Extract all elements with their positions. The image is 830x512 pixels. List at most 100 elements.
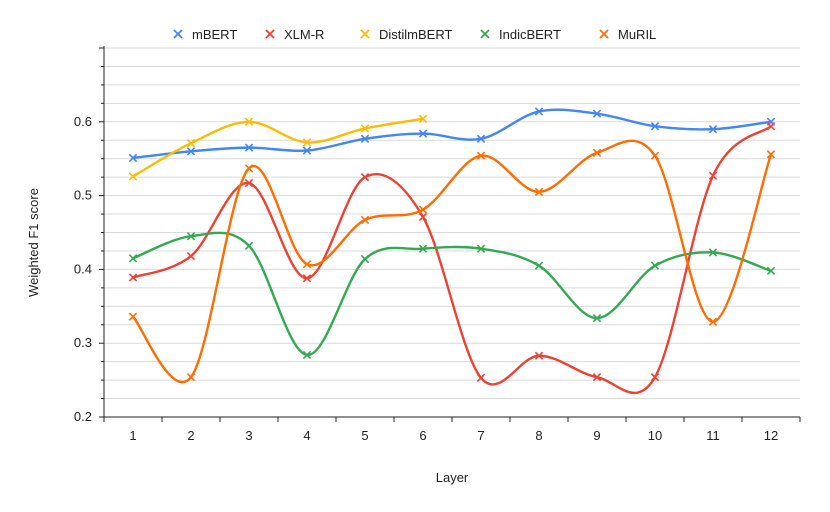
legend-item: DistilmBERT <box>360 27 452 42</box>
data-point-marker <box>302 350 312 360</box>
data-point-marker <box>302 260 312 269</box>
y-tick-label: 0.2 <box>74 409 92 424</box>
legend-item: XLM-R <box>265 27 324 42</box>
data-point-marker <box>244 117 254 126</box>
data-point-marker <box>360 134 370 143</box>
data-point-marker <box>418 212 428 222</box>
data-point-marker <box>534 187 544 197</box>
x-axis-title: Layer <box>436 470 469 485</box>
data-point-marker <box>244 143 254 152</box>
data-point-marker <box>592 313 602 323</box>
gridlines <box>104 47 800 400</box>
data-point-marker <box>766 266 776 276</box>
series-xlm-r <box>128 122 776 394</box>
data-point-marker <box>534 107 544 116</box>
data-point-marker <box>650 151 660 160</box>
legend-label: DistilmBERT <box>379 27 452 42</box>
x-tick-label: 11 <box>706 428 720 443</box>
data-point-marker <box>708 317 718 326</box>
data-point-marker <box>302 146 312 155</box>
series-line <box>132 117 424 178</box>
y-tick-label: 0.4 <box>74 261 92 276</box>
legend-marker-icon <box>173 29 183 39</box>
data-point-marker <box>476 151 486 160</box>
data-point-marker <box>708 125 718 134</box>
data-point-marker <box>418 114 428 124</box>
data-point-marker <box>186 251 196 261</box>
data-point-marker <box>128 312 138 321</box>
data-point-marker <box>360 254 370 264</box>
x-tick-label: 2 <box>187 428 194 443</box>
legend-marker-icon <box>599 29 609 39</box>
series-distilmbert <box>128 114 428 181</box>
y-tick-label: 0.5 <box>74 188 92 203</box>
data-point-marker <box>360 172 370 182</box>
data-point-marker <box>476 373 486 383</box>
legend-label: mBERT <box>192 27 237 42</box>
legend-marker-icon <box>480 29 490 39</box>
data-point-marker <box>186 372 196 382</box>
data-point-marker <box>592 148 602 157</box>
data-point-marker <box>766 122 776 131</box>
data-point-marker <box>418 205 428 214</box>
series-lines <box>128 107 776 394</box>
y-axis-title: Weighted F1 score <box>26 188 41 297</box>
legend-label: IndicBERT <box>499 27 561 42</box>
data-point-marker <box>418 244 428 253</box>
data-point-marker <box>186 139 196 148</box>
legend-item: MuRIL <box>599 27 656 42</box>
data-point-marker <box>476 244 486 253</box>
data-point-marker <box>766 150 776 159</box>
data-point-marker <box>128 153 138 163</box>
data-point-marker <box>708 248 718 257</box>
series-mbert <box>128 107 776 163</box>
x-tick-label: 12 <box>764 428 778 443</box>
x-tick-labels: 1 2 3 4 5 6 7 8 9 10 11 12 <box>103 417 801 443</box>
data-point-marker <box>302 138 312 147</box>
y-tick-label: 0.3 <box>74 335 92 350</box>
data-point-marker <box>708 171 718 180</box>
data-point-marker <box>244 241 254 250</box>
y-tick-label: 0.6 <box>74 114 92 129</box>
x-tick-label: 10 <box>648 428 662 443</box>
x-tick-label: 5 <box>361 428 368 443</box>
data-point-marker <box>592 109 602 118</box>
x-tick-label: 4 <box>303 428 310 443</box>
legend: mBERT XLM-R DistilmBERT IndicBERT MuRIL <box>173 27 656 42</box>
x-tick-label: 6 <box>419 428 426 443</box>
x-tick-label: 8 <box>535 428 542 443</box>
series-indicbert <box>128 231 776 360</box>
data-point-marker <box>534 351 544 360</box>
data-point-marker <box>128 172 138 181</box>
data-point-marker <box>302 274 312 283</box>
data-point-marker <box>476 134 486 143</box>
legend-item: mBERT <box>173 27 237 42</box>
x-tick-label: 1 <box>129 428 136 443</box>
data-point-marker <box>128 273 138 282</box>
data-point-marker <box>592 372 602 382</box>
data-point-marker <box>360 215 370 225</box>
series-line <box>132 139 773 384</box>
data-point-marker <box>650 261 660 270</box>
series-line <box>132 125 772 394</box>
data-point-marker <box>186 232 196 241</box>
series-line <box>132 108 772 160</box>
data-point-marker <box>418 129 428 138</box>
x-tick-label: 7 <box>477 428 484 443</box>
data-point-marker <box>534 261 544 270</box>
data-point-marker <box>650 372 660 382</box>
legend-marker-icon <box>265 29 275 39</box>
data-point-marker <box>244 178 254 188</box>
legend-label: MuRIL <box>618 27 656 42</box>
data-point-marker <box>650 122 660 131</box>
legend-item: IndicBERT <box>480 27 561 42</box>
y-tick-labels: 0.2 0.3 0.4 0.5 0.6 <box>74 47 104 424</box>
data-point-marker <box>186 147 196 156</box>
x-tick-label: 9 <box>593 428 600 443</box>
legend-marker-icon <box>360 29 370 39</box>
series-muril <box>128 139 776 384</box>
legend-label: XLM-R <box>284 27 324 42</box>
x-tick-label: 3 <box>245 428 252 443</box>
data-point-marker <box>128 254 138 263</box>
